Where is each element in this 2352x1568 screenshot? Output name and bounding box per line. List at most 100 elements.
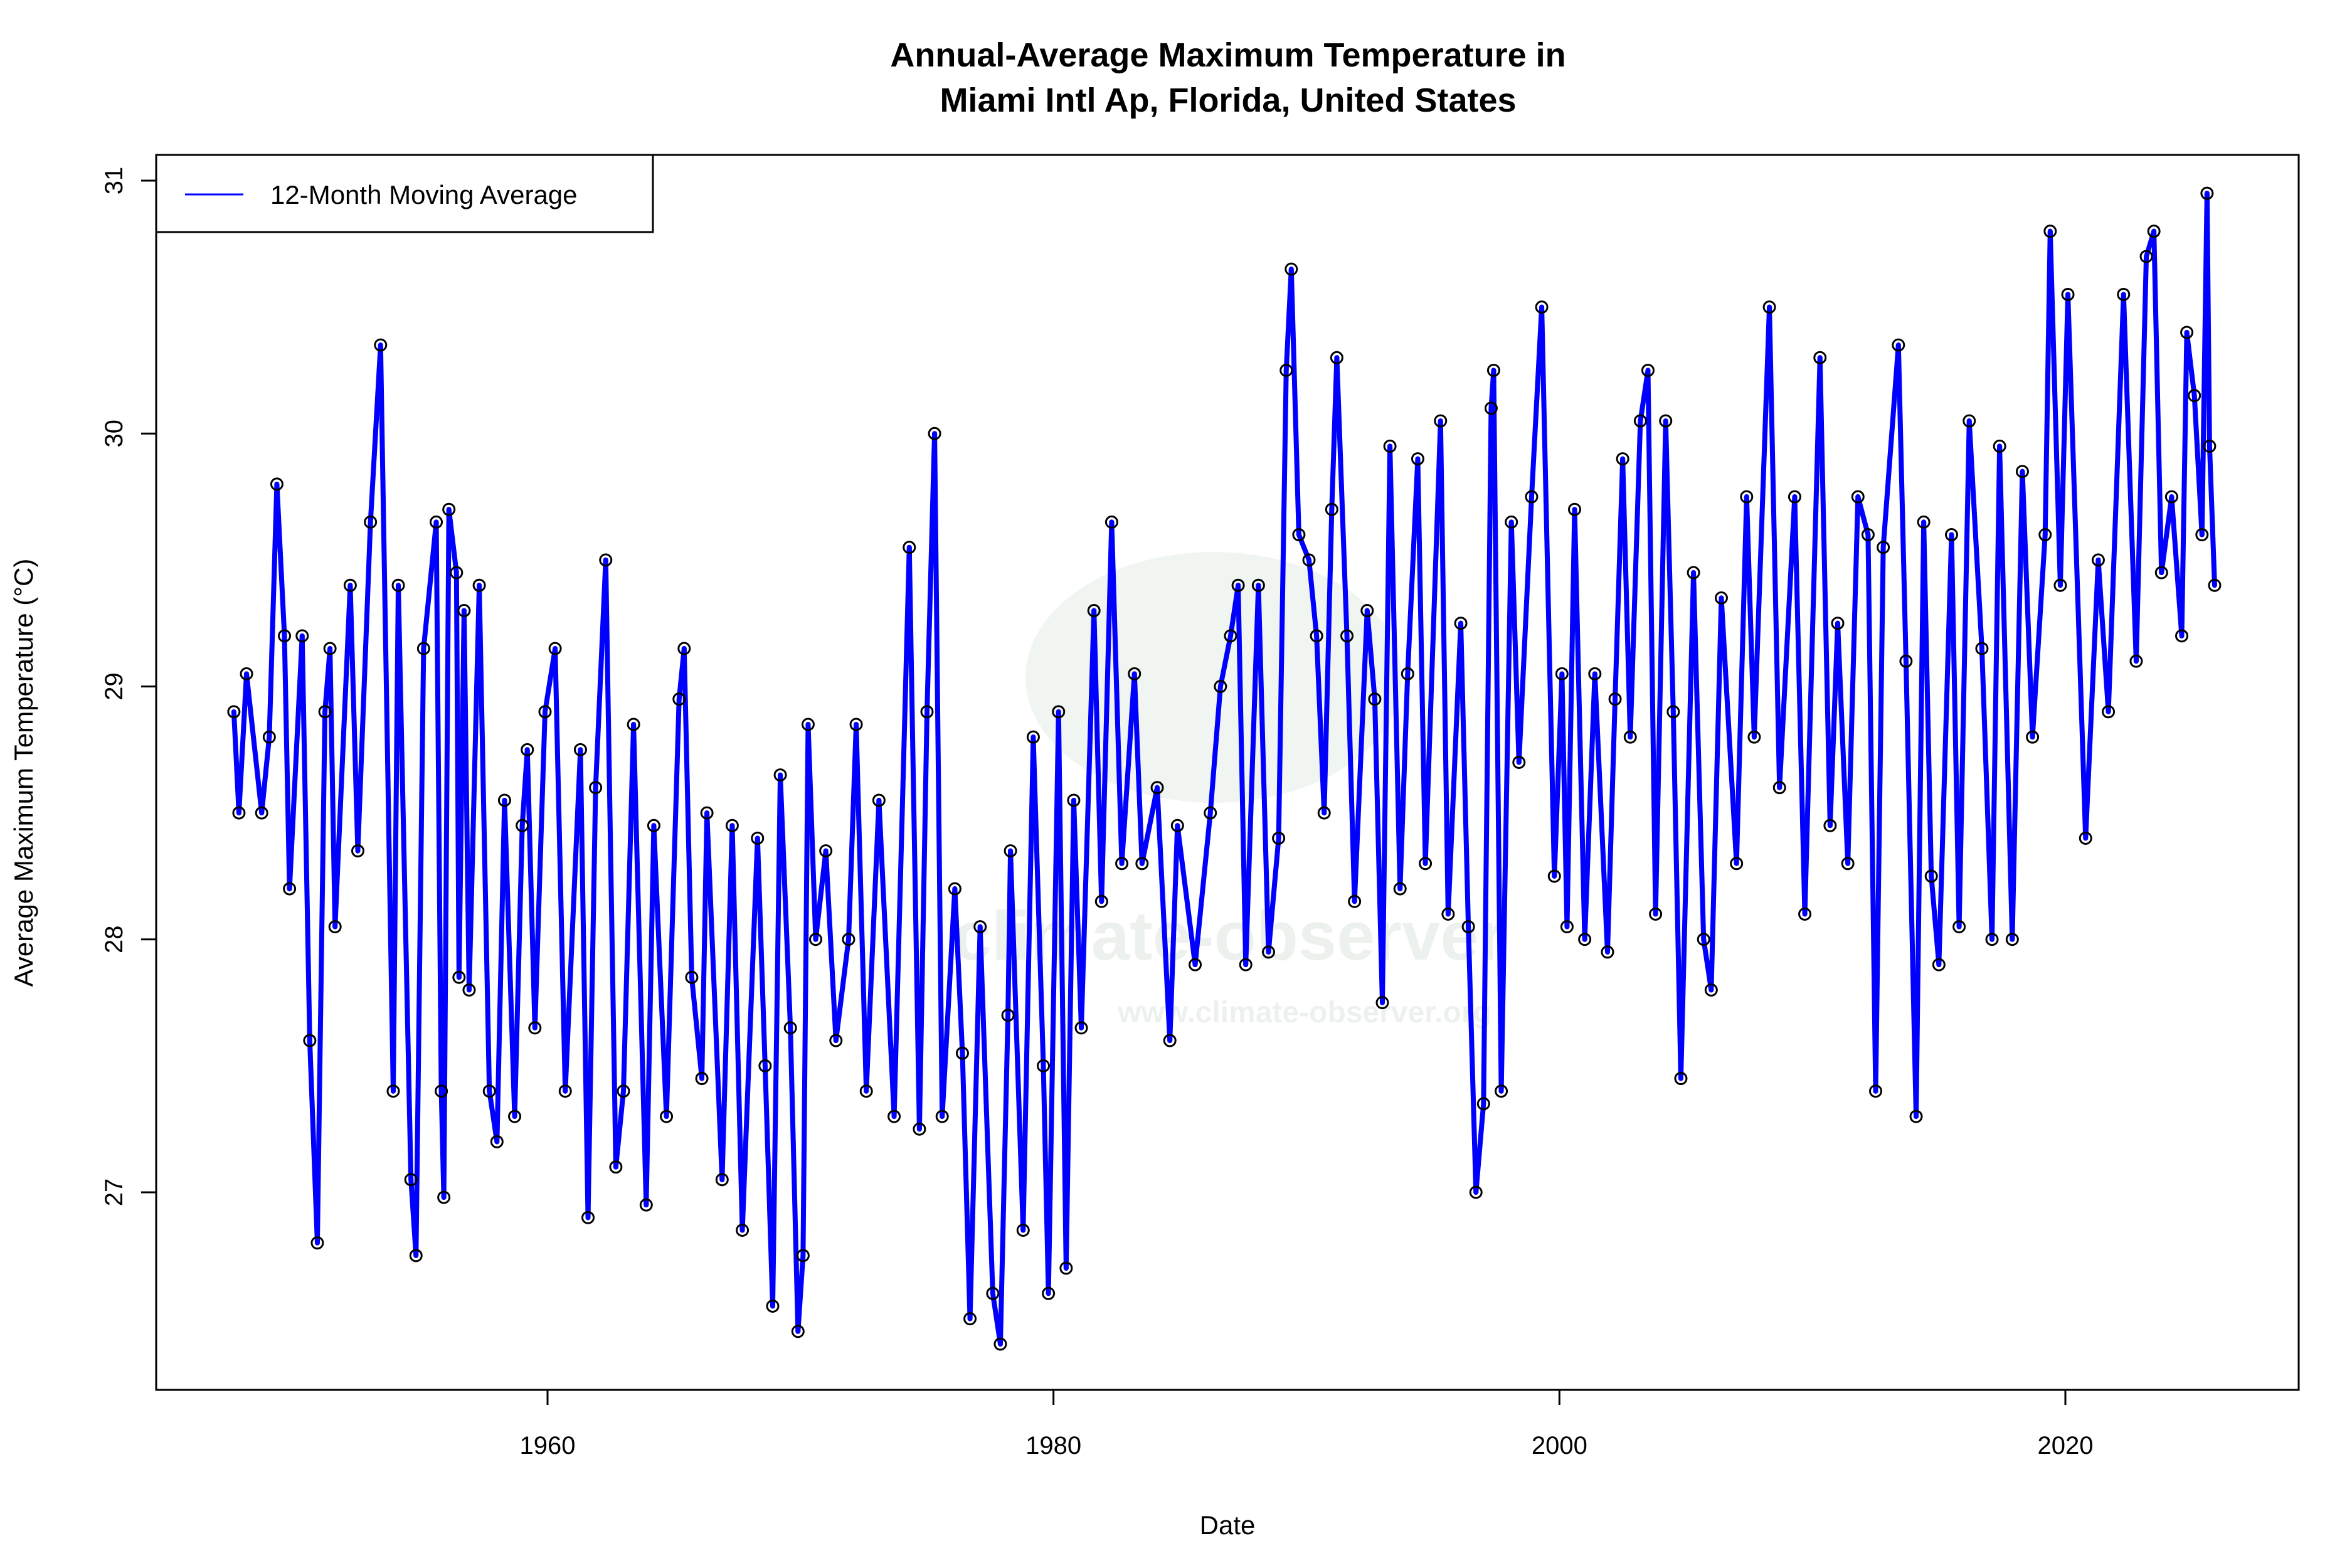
series-line-segment <box>1719 595 1739 866</box>
series-line-segment <box>1663 418 1676 714</box>
data-point <box>1163 1034 1177 1047</box>
data-point <box>1525 490 1539 504</box>
series-line-segment <box>532 709 548 1030</box>
data-point <box>1831 617 1845 630</box>
data-point <box>1841 857 1855 871</box>
series-line-segment <box>644 823 657 1208</box>
series-line-segment <box>1344 633 1357 904</box>
data-point <box>1945 528 1958 542</box>
data-point <box>1798 907 1812 921</box>
data-point <box>1641 363 1655 377</box>
series-line-segment <box>864 797 882 1094</box>
data-point <box>232 806 246 820</box>
series-line-segment <box>1063 797 1076 1271</box>
series-line-segment <box>1322 507 1335 816</box>
series-line-segment <box>1236 583 1249 968</box>
data-point <box>2164 490 2178 504</box>
series-line-segment <box>1592 671 1610 955</box>
data-point <box>1461 920 1475 934</box>
data-point <box>2061 287 2075 301</box>
data-point <box>558 1084 572 1098</box>
series-line-segment <box>1835 620 1851 866</box>
data-point <box>1251 578 1265 592</box>
series-line-segment <box>2010 469 2025 942</box>
data-point <box>255 806 268 820</box>
series-line-segment <box>236 671 250 816</box>
series-line-segment <box>502 797 517 1120</box>
data-point <box>1877 541 1890 554</box>
series-line-segment <box>1751 304 1772 740</box>
data-point <box>462 983 476 997</box>
y-axis: 27 28 29 30 31 <box>100 167 157 1206</box>
data-point <box>715 1173 729 1187</box>
series-line-segment <box>282 633 292 892</box>
series-line-segment <box>2057 292 2071 588</box>
data-point <box>1963 414 1976 428</box>
series-line-segment <box>1498 519 1514 1094</box>
data-point <box>1325 502 1338 516</box>
series-line-segment <box>631 721 649 1208</box>
series-line-segment <box>1653 418 1668 917</box>
series-line-segment <box>788 1025 801 1334</box>
series-line-segment <box>314 709 328 1246</box>
data-point <box>1747 730 1761 744</box>
data-point <box>1512 755 1526 769</box>
data-point <box>928 426 941 440</box>
data-point <box>1340 629 1354 643</box>
series-line-segment <box>2206 443 2217 588</box>
data-point <box>270 477 283 491</box>
data-point <box>1469 1185 1483 1199</box>
data-point <box>872 793 886 807</box>
series-line-segment <box>800 721 811 1258</box>
series-line-segment <box>1865 532 1878 1094</box>
data-point <box>318 705 332 719</box>
data-point <box>442 502 456 516</box>
data-point <box>801 718 815 731</box>
series-line-segment <box>1678 570 1697 1081</box>
series-line-segment <box>1564 507 1577 930</box>
data-point <box>1434 414 1448 428</box>
series-line-segment <box>906 544 922 1132</box>
data-point <box>1214 680 1227 693</box>
data-point <box>1892 338 1905 352</box>
series-line-segment <box>1989 443 2003 942</box>
y-tick-label: 28 <box>100 926 128 954</box>
data-point <box>1411 452 1424 466</box>
data-point <box>1924 869 1938 883</box>
series-line-segment <box>1508 519 1522 765</box>
data-point <box>310 1236 324 1250</box>
data-point <box>2005 933 2019 946</box>
series-line-segment <box>1792 494 1808 917</box>
data-point <box>647 818 660 832</box>
data-point <box>1687 566 1700 580</box>
series-line-segment <box>1744 494 1757 740</box>
series-line-segment <box>2179 329 2190 638</box>
data-point <box>887 1110 901 1123</box>
data-point <box>751 831 765 845</box>
data-point <box>1560 920 1574 934</box>
y-tick-label: 30 <box>100 420 128 448</box>
data-point <box>758 1059 772 1073</box>
data-point <box>796 1249 810 1263</box>
data-point <box>617 1084 630 1098</box>
data-point <box>528 1021 542 1035</box>
series-line-segment <box>1873 544 1886 1094</box>
series-line-segment <box>553 646 568 1094</box>
series-line-segment <box>1604 696 1618 955</box>
data-point <box>842 933 856 946</box>
series-line-segment <box>681 646 694 980</box>
data-point <box>374 338 388 352</box>
series-line-segment <box>664 696 682 1120</box>
data-point <box>1262 945 1275 959</box>
data-point <box>1224 629 1237 643</box>
data-point <box>1588 667 1602 681</box>
data-point <box>1052 705 1066 719</box>
series-line-segment <box>1582 671 1597 942</box>
series-line-segment <box>1380 443 1393 1005</box>
data-point <box>1042 1286 1056 1300</box>
series-line-segment <box>2133 253 2149 664</box>
series-line-segment <box>932 431 945 1120</box>
data-point <box>2117 287 2131 301</box>
series-line-segment <box>1306 557 1320 638</box>
series-line-segment <box>1936 532 1954 968</box>
